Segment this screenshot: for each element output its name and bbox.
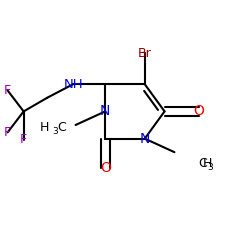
Text: H: H [202,157,212,170]
Text: O: O [100,161,111,175]
Text: O: O [194,104,204,118]
Text: NH: NH [63,78,83,91]
Text: F: F [4,126,11,139]
Text: N: N [100,104,110,118]
Text: H: H [40,121,50,134]
Text: F: F [20,133,27,146]
Text: 3: 3 [52,127,58,136]
Text: Br: Br [138,47,152,60]
Text: C: C [198,157,207,170]
Text: 3: 3 [207,163,213,172]
Text: C: C [58,121,66,134]
Text: F: F [4,84,11,97]
Text: N: N [140,132,150,145]
